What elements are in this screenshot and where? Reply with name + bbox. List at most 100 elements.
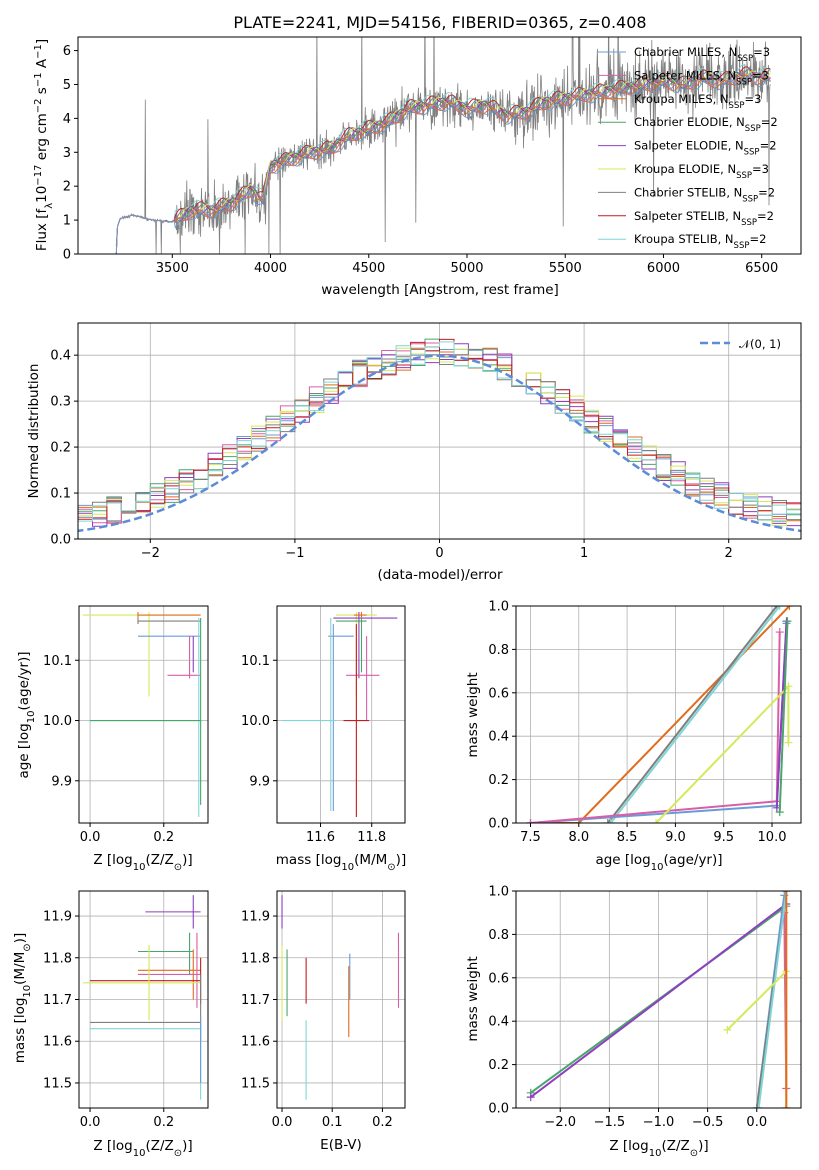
- x-tick-label: 2: [725, 546, 733, 561]
- y-tick-label: 5: [63, 78, 71, 93]
- y-tick-label: 0.8: [488, 643, 509, 658]
- age-vs-mass-panel: 11.6 11.8 9.9 10.0 10.1 mass [log10(M/M⊙)]: [241, 605, 406, 873]
- y-tick-label: 0.1: [50, 487, 71, 502]
- normal-curve: [78, 354, 801, 533]
- y-tick-label: 1.0: [488, 885, 509, 900]
- y-tick-label: 9.9: [51, 774, 72, 789]
- observed-spectrum: [115, 37, 771, 254]
- x-axis-label: mass [log10(M/M⊙)]: [276, 852, 406, 873]
- y-tick-label: 11.8: [43, 951, 72, 966]
- x-tick-label: 0.2: [153, 830, 174, 845]
- plot-area: [281, 895, 400, 1100]
- weight-marker: [775, 628, 784, 637]
- axes-frame: [78, 605, 209, 824]
- y-tick-label: 11.6: [241, 1035, 270, 1050]
- y-tick-label: 0.3: [50, 395, 71, 410]
- y-tick-label: 11.7: [43, 993, 72, 1008]
- axes-frame: [515, 890, 802, 1109]
- y-tick-label: 0.0: [50, 533, 71, 548]
- weight-marker: [752, 1104, 761, 1108]
- y-tick-label: 10.0: [241, 714, 270, 729]
- x-tick-label: 0: [435, 546, 443, 561]
- plot-area: [526, 891, 791, 1108]
- y-axis-label: mass weight: [465, 672, 481, 757]
- residual-histogram-panel: −2 −1 0 1 2 0.0 0.1 0.2 0.3 0.4 (data-model)/error…: [26, 322, 802, 583]
- x-tick-label: 0.2: [153, 1115, 174, 1130]
- y-tick-label: 11.9: [241, 910, 270, 925]
- legend-label: Kroupa STELIB, NSSP=2: [634, 232, 766, 251]
- y-tick-label: 0.2: [50, 441, 71, 456]
- y-tick-label: 11.9: [43, 910, 72, 925]
- legend-label: Chabrier MILES, NSSP=3: [634, 45, 770, 64]
- y-tick-label: 10.1: [241, 654, 270, 669]
- weight-line: [775, 621, 788, 808]
- x-tick-label: 0.1: [322, 1115, 343, 1130]
- axes-frame: [77, 322, 802, 540]
- x-axis-label: (data-model)/error: [377, 567, 503, 583]
- y-tick-label: 10.0: [43, 714, 72, 729]
- plot-area: [82, 895, 202, 1100]
- x-tick-label: −1.0: [643, 1115, 675, 1130]
- weight-line: [607, 606, 778, 823]
- weight-marker: [784, 738, 793, 747]
- legend-label: Salpeter ELODIE, NSSP=2: [634, 139, 777, 158]
- axes-frame: [276, 890, 406, 1109]
- axes-frame: [77, 36, 802, 255]
- x-tick-label: 9.0: [665, 830, 686, 845]
- y-axis-label: Normed distribution: [26, 364, 42, 499]
- x-tick-label: 10.0: [758, 830, 787, 845]
- y-tick-label: 10.1: [43, 654, 72, 669]
- model-spectrum: [115, 76, 771, 254]
- x-tick-label: 9.5: [713, 830, 734, 845]
- x-tick-label: 4000: [254, 261, 287, 276]
- y-tick-label: 0.8: [488, 928, 509, 943]
- weight-marker: [782, 1104, 791, 1108]
- weight-marker: [775, 808, 784, 817]
- age-vs-metallicity-panel: 0.0 0.2 9.9 10.0 10.1 Z [log10(Z/Z⊙)] age [log…: [16, 605, 209, 873]
- y-tick-label: 0.2: [488, 1058, 509, 1073]
- x-axis-label: E(B-V): [320, 1137, 362, 1153]
- weight-marker: [782, 891, 791, 895]
- y-tick-label: 11.5: [241, 1076, 270, 1091]
- weight-line: [530, 623, 788, 823]
- weight-marker: [783, 617, 792, 626]
- legend-label: Salpeter MILES, NSSP=3: [634, 68, 769, 87]
- y-tick-label: 0.4: [488, 730, 509, 745]
- spectrum-title: PLATE=2241, MJD=54156, FIBERID=0365, z=0…: [233, 13, 646, 32]
- x-tick-label: 3500: [156, 261, 189, 276]
- y-tick-label: 6: [63, 44, 71, 59]
- x-axis-label: Z [log10(Z/Z⊙)]: [93, 1138, 192, 1159]
- x-tick-label: −2.0: [544, 1115, 576, 1130]
- model-spectrum: [115, 74, 771, 254]
- axes-frame: [78, 890, 209, 1109]
- y-tick-label: 0.6: [488, 686, 509, 701]
- x-axis-label: wavelength [Angstrom, rest frame]: [321, 282, 559, 298]
- x-tick-label: 4500: [352, 261, 385, 276]
- spectrum-panel: 3500 4000 4500 5000 5500 6000 6500 0 1 2 3 4 5 6 PLATE…: [33, 13, 802, 298]
- x-tick-label: 7.5: [520, 830, 541, 845]
- weight-marker: [754, 1104, 763, 1108]
- x-tick-label: −1.5: [594, 1115, 626, 1130]
- x-tick-label: −2: [141, 546, 160, 561]
- x-tick-label: 8.0: [568, 830, 589, 845]
- weight-vs-age-panel: 7.5 8.0 8.5 9.0 9.5 10.0 0.0 0.2 0.4 0.6 0.8 1.0 age…: [465, 600, 802, 873]
- legend-label: 𝒩(0, 1): [739, 337, 781, 351]
- y-tick-label: 1: [63, 214, 71, 229]
- weight-vs-metallicity-panel: −2.0 −1.5 −1.0 −0.5 0.0 0.0 0.2 0.4 0.6 0.8 1.0 Z […: [465, 885, 802, 1159]
- x-tick-label: 11.8: [357, 830, 386, 845]
- residual-histogram: [78, 347, 801, 521]
- y-tick-label: 1.0: [488, 600, 509, 615]
- x-tick-label: −1: [285, 546, 304, 561]
- x-tick-label: 6500: [745, 261, 778, 276]
- weight-line: [530, 903, 787, 1098]
- x-tick-label: 11.6: [306, 830, 335, 845]
- y-tick-label: 0.4: [50, 349, 71, 364]
- y-tick-label: 11.7: [241, 993, 270, 1008]
- x-tick-label: 6000: [647, 261, 680, 276]
- axes-frame: [276, 605, 406, 824]
- x-tick-label: 1: [580, 546, 588, 561]
- weight-marker: [652, 819, 661, 823]
- mass-vs-ebv-panel: 0.0 0.1 0.2 11.5 11.6 11.7 11.8 11.9 E(B-V): [241, 890, 406, 1153]
- y-tick-label: 0.6: [488, 971, 509, 986]
- y-tick-label: 9.9: [249, 774, 270, 789]
